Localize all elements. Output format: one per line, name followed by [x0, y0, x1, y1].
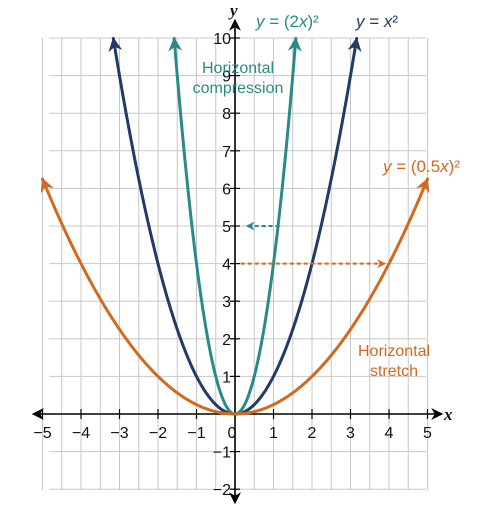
x-tick-label: −4	[72, 425, 90, 442]
series-label-part: x	[383, 12, 393, 31]
series-label-part: x	[298, 12, 308, 31]
y-axis-label: y	[228, 1, 238, 20]
series-label-part: )²	[449, 157, 461, 176]
y-tick-label: 3	[222, 294, 231, 311]
annotations: Horizontal compression Horizontal stretch	[193, 60, 430, 380]
x-tick-label: −2	[149, 425, 167, 442]
series-curve	[40, 177, 430, 416]
series-label: y = (0.5x)²	[382, 157, 460, 176]
series-label-part: = (0.5	[392, 157, 441, 176]
y-tick-label: 1	[222, 369, 231, 386]
y-tick-label: 6	[222, 181, 231, 198]
series-label-part: )²	[308, 12, 320, 31]
y-tick-label: 4	[222, 257, 231, 274]
annotation-text: Horizontal	[358, 343, 430, 360]
series-label-part: = (2	[265, 12, 300, 31]
series-label: y = (2x)²	[255, 12, 319, 31]
series-label-part: y	[255, 12, 266, 31]
annotation-text: compression	[193, 80, 284, 97]
x-tick-label: −1	[187, 425, 205, 442]
y-tick-label: 10	[213, 31, 231, 48]
x-tick-label: 5	[423, 425, 432, 442]
series-label: y = x²	[355, 12, 398, 31]
annotation-text: stretch	[370, 363, 418, 380]
x-tick-label: 0	[228, 425, 237, 442]
x-tick-label: 2	[308, 425, 317, 442]
y-tick-label: −1	[213, 445, 231, 462]
annotation-text: Horizontal	[202, 60, 274, 77]
series-label-part: x	[439, 157, 449, 176]
y-tick-label: −2	[213, 482, 231, 499]
curve-labels: y = x²y = (2x)²y = (0.5x)²	[255, 12, 460, 176]
x-tick-label: 3	[346, 425, 355, 442]
curves	[40, 37, 430, 416]
x-tick-label: 1	[269, 425, 278, 442]
tick-labels: −5 −4 −3 −2 −1 0 1 2 3 4 5 −2 −1 1 2 3 4 5 6 7 8 9 10	[33, 31, 432, 499]
x-tick-label: 4	[385, 425, 394, 442]
y-tick-label: 9	[222, 69, 231, 86]
y-tick-label: 7	[222, 144, 231, 161]
x-tick-label: −3	[110, 425, 128, 442]
y-tick-label: 8	[222, 106, 231, 123]
series-label-part: ²	[392, 12, 398, 31]
y-tick-label: 5	[222, 219, 231, 236]
x-tick-label: −5	[33, 425, 51, 442]
series-label-part: y	[355, 12, 366, 31]
series-label-part: y	[382, 157, 393, 176]
y-tick-label: 2	[222, 332, 231, 349]
x-axis-label: x	[443, 405, 453, 424]
series-label-part: =	[365, 12, 384, 31]
